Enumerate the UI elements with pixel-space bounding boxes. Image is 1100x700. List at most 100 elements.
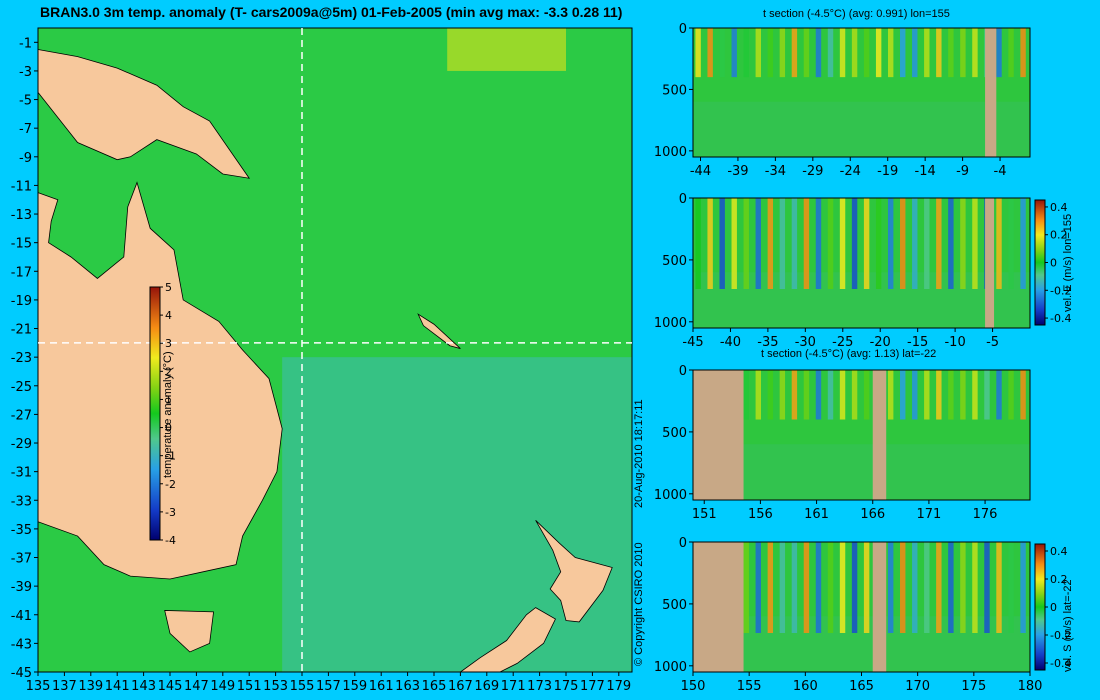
map-xtick-label: 155 bbox=[290, 679, 315, 694]
map-ytick-label: -43 bbox=[11, 637, 32, 652]
colorbar-main-tick-label: 4 bbox=[165, 309, 172, 322]
panel2-stripe bbox=[731, 198, 737, 289]
colorbar-velE-label: vel. E (m/s) lon=155 bbox=[1062, 213, 1074, 312]
panel2-ytick-label: 500 bbox=[662, 254, 687, 269]
panel2-stripe bbox=[791, 198, 798, 289]
map-ytick-label: -37 bbox=[11, 552, 32, 567]
panel1-stripe bbox=[912, 28, 918, 78]
map-xtick-label: 165 bbox=[422, 679, 447, 694]
map-ytick-label: -9 bbox=[19, 151, 32, 166]
panel2-colorbar bbox=[1034, 199, 1046, 326]
panel2-stripe bbox=[1020, 198, 1026, 289]
map-xtick-label: 177 bbox=[580, 679, 605, 694]
panel3-stripe bbox=[839, 370, 846, 420]
panel2-stripe bbox=[900, 198, 906, 289]
panel2-ytick-label: 0 bbox=[679, 192, 687, 207]
panel1-xtick-label: -19 bbox=[877, 164, 898, 179]
map-ytick-label: -25 bbox=[11, 380, 32, 395]
panel4-colorbar-tick-label: 0.4 bbox=[1050, 545, 1068, 558]
map-ytick-label: -31 bbox=[11, 466, 32, 481]
land-tasmania bbox=[164, 610, 215, 653]
panel1-xtick-label: -39 bbox=[727, 164, 748, 179]
panel4-colorbar-tick-label: 0.2 bbox=[1050, 573, 1068, 586]
panel1-ytick-label: 0 bbox=[679, 22, 687, 37]
map-xtick-label: 141 bbox=[105, 679, 130, 694]
panel2-colorbar-tick-label: 0.4 bbox=[1050, 201, 1068, 214]
panel3-stripe bbox=[1020, 370, 1026, 420]
panel4-stripe bbox=[815, 542, 822, 633]
map-ytick-label: -45 bbox=[11, 666, 32, 681]
map-xtick-label: 169 bbox=[474, 679, 499, 694]
panel1-xtick-label: -4 bbox=[994, 164, 1007, 179]
panel2-stripe bbox=[863, 198, 870, 289]
panel2-colorbar-tick-label: -0.2 bbox=[1050, 284, 1071, 297]
panel3-stripe bbox=[887, 370, 894, 420]
panel1-stripe bbox=[767, 28, 774, 78]
colorbar-main-tick-label: -2 bbox=[165, 478, 176, 491]
copyright-label: © Copyright CSIRO 2010 bbox=[633, 542, 645, 666]
panel1-stripe bbox=[815, 28, 822, 78]
map-ytick-label: -23 bbox=[11, 351, 32, 366]
map-ytick-label: -29 bbox=[11, 437, 32, 452]
colorbar-main-tick-label: 2 bbox=[165, 365, 172, 378]
panel1-stripe bbox=[924, 28, 930, 78]
map-xtick-label: 157 bbox=[316, 679, 341, 694]
map-xtick-label: 175 bbox=[554, 679, 579, 694]
panel3-stripe bbox=[996, 370, 1002, 420]
map-ytick-label: -5 bbox=[19, 94, 32, 109]
panel2-stripe bbox=[912, 198, 918, 289]
map-ytick-label: -41 bbox=[11, 609, 32, 624]
panel1-stripe bbox=[851, 28, 858, 78]
map-xtick-label: 145 bbox=[158, 679, 183, 694]
panel3-stripe bbox=[827, 370, 834, 420]
panel1-land bbox=[985, 28, 997, 157]
map-ytick-label: -1 bbox=[19, 36, 32, 51]
panel3-xtick-label: 161 bbox=[804, 507, 829, 522]
panel4-stripe bbox=[767, 542, 774, 633]
colorbar-main-tick-label: -1 bbox=[165, 450, 176, 463]
panel2-xtick-label: -45 bbox=[682, 335, 703, 350]
panel2-stripe bbox=[875, 198, 882, 289]
panel4-stripe bbox=[851, 542, 858, 633]
panel1-stripe bbox=[803, 28, 810, 78]
panel3-stripe bbox=[900, 370, 906, 420]
panel4-stripe bbox=[1008, 542, 1014, 633]
panel2-stripe bbox=[960, 198, 966, 289]
map-xtick-label: 137 bbox=[52, 679, 77, 694]
map-ytick-label: -19 bbox=[11, 294, 32, 309]
main-title: BRAN3.0 3m temp. anomaly (T- cars2009a@5… bbox=[40, 4, 623, 20]
panel1-stripe bbox=[839, 28, 846, 78]
panel2-stripe bbox=[803, 198, 810, 289]
panel3-xtick-label: 151 bbox=[692, 507, 717, 522]
panel1-ytick-label: 500 bbox=[662, 83, 687, 98]
panel1-stripe bbox=[1008, 28, 1014, 78]
colorbar-main-tick-label: 0 bbox=[165, 422, 172, 435]
panel2-stripe bbox=[936, 198, 942, 289]
map-xtick-label: 163 bbox=[395, 679, 420, 694]
panel2-xtick-label: -15 bbox=[907, 335, 928, 350]
map-ytick-label: -15 bbox=[11, 237, 32, 252]
panel4-colorbar-tick-label: -0.4 bbox=[1050, 657, 1071, 670]
panel2-stripe bbox=[743, 198, 749, 289]
panel2-stripe bbox=[839, 198, 846, 289]
land-new-guinea bbox=[37, 48, 251, 179]
panel3-stripe bbox=[912, 370, 918, 420]
map-ytick-label: -27 bbox=[11, 408, 32, 423]
panel4-ytick-label: 0 bbox=[679, 536, 687, 551]
panel1-stripe bbox=[707, 28, 713, 78]
map-xtick-label: 139 bbox=[78, 679, 103, 694]
panel1-stripe bbox=[779, 28, 786, 78]
panel2-stripe bbox=[779, 198, 786, 289]
panel4-stripe bbox=[900, 542, 906, 633]
panel3-stripe bbox=[936, 370, 942, 420]
panel1-stripe bbox=[948, 28, 954, 78]
panel1-stripe bbox=[960, 28, 966, 78]
panel3-xtick-label: 166 bbox=[860, 507, 885, 522]
panel4-stripe bbox=[996, 542, 1002, 633]
panel2-stripe bbox=[851, 198, 858, 289]
panel3-stripe bbox=[863, 370, 870, 420]
panel3-stripe bbox=[815, 370, 822, 420]
colorbar-main-tick-label: -3 bbox=[165, 506, 176, 519]
panel3-frame bbox=[692, 369, 1031, 501]
